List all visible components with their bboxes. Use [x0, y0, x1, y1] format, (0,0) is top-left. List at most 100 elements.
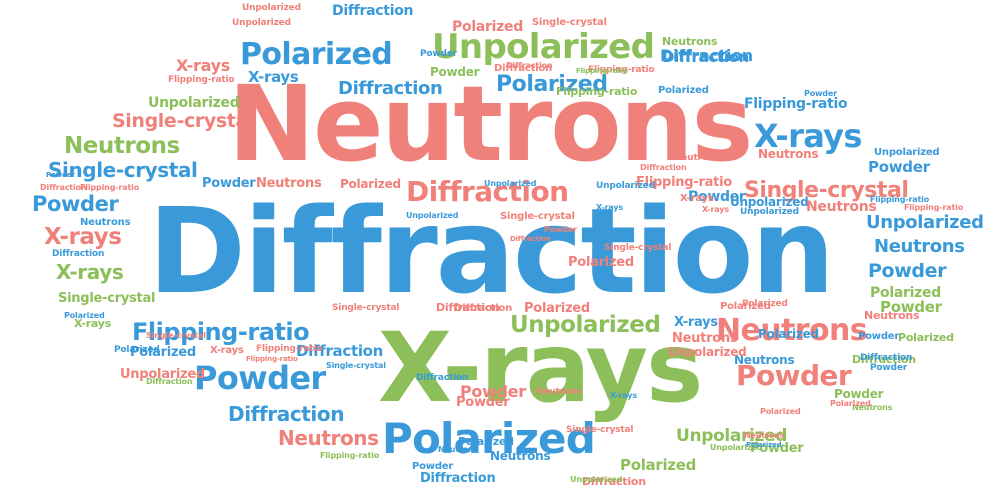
cloud-word: Single-crystal [604, 243, 672, 253]
cloud-word: Unpolarized [730, 195, 809, 209]
cloud-word: Flipping-ratio [588, 65, 655, 75]
cloud-word: X-rays [248, 68, 299, 86]
cloud-word: Polarized [340, 177, 401, 191]
cloud-word: Powder [430, 65, 480, 79]
cloud-word: Diffraction [852, 353, 916, 366]
cloud-word: Powder [420, 49, 457, 59]
cloud-word: Flipping-ratio [556, 85, 638, 98]
cloud-word: Flipping-ratio [246, 355, 298, 363]
cloud-word: Flipping-ratio [904, 203, 964, 212]
cloud-word: Single-crystal [58, 291, 156, 306]
cloud-word: Powder [736, 359, 852, 392]
cloud-word: Powder [32, 192, 119, 216]
cloud-word: Diffraction [420, 471, 496, 486]
cloud-word: Single-crystal [326, 361, 386, 370]
cloud-word: Powder [804, 89, 837, 98]
cloud-word: Single-crystal [112, 110, 255, 132]
cloud-word: Flipping-ratio [256, 344, 323, 354]
cloud-word: Unpolarized [710, 443, 763, 452]
cloud-word: X-rays [210, 345, 244, 356]
cloud-word: Single-crystal [332, 303, 400, 313]
cloud-word: Neutrons [256, 176, 322, 191]
cloud-word: Neutrons [674, 153, 720, 163]
cloud-word: Unpolarized [406, 211, 459, 220]
cloud-word: Diffraction [660, 46, 753, 65]
cloud-word: Diffraction [40, 183, 87, 192]
cloud-word: Neutrons [278, 426, 379, 450]
cloud-word: Flipping-ratio [168, 75, 235, 85]
cloud-word: Neutrons [536, 387, 582, 397]
cloud-word: Polarized [742, 299, 788, 309]
cloud-word: Neutrons [80, 217, 131, 228]
cloud-word: Diffraction [640, 163, 687, 172]
cloud-word: Diffraction [406, 175, 569, 208]
cloud-word: Polarized [64, 311, 105, 320]
cloud-word: Unpolarized [874, 147, 940, 158]
cloud-word: Neutrons [744, 431, 785, 440]
cloud-word: Powder [412, 461, 454, 472]
cloud-word: Neutrons [758, 147, 819, 161]
cloud-word: Polarized [452, 19, 523, 35]
cloud-word: Powder [870, 363, 907, 373]
cloud-word: Unpolarized [740, 207, 799, 217]
cloud-word: Polarized [130, 345, 196, 360]
cloud-word: Neutrons [874, 236, 965, 257]
cloud-word: Polarized [830, 399, 871, 408]
cloud-word: Polarized [870, 285, 941, 301]
cloud-word: Polarized [620, 456, 697, 474]
cloud-word: Unpolarized [668, 345, 747, 359]
cloud-word: Diffraction [582, 475, 646, 488]
cloud-word: Neutrons [672, 331, 738, 346]
cloud-word: X-rays [680, 193, 714, 204]
cloud-word: Polarized [658, 85, 709, 96]
cloud-word: Powder [834, 387, 884, 401]
cloud-word: X-rays [44, 224, 122, 250]
cloud-word: Single-crystal [146, 331, 206, 340]
cloud-word: Polarized [720, 301, 771, 312]
cloud-word: Diffraction [454, 303, 513, 314]
cloud-word: Unpolarized [232, 18, 291, 28]
cloud-word: Polarized [898, 331, 954, 344]
cloud-word: Neutrons [64, 133, 180, 159]
cloud-word: Single-crystal [48, 158, 198, 182]
cloud-word: Powder [460, 382, 526, 401]
cloud-word: Diffraction [416, 373, 469, 383]
cloud-word: Diffraction [510, 235, 551, 243]
cloud-word: Powder [868, 158, 930, 176]
cloud-word: Diffraction [296, 342, 384, 360]
cloud-word: Polarized [114, 345, 160, 355]
cloud-word: Polarized [458, 435, 514, 448]
cloud-word: Flipping-ratio [80, 183, 140, 192]
cloud-word: Diffraction [338, 78, 443, 99]
cloud-word: Diffraction [148, 182, 835, 320]
cloud-word: Powder [750, 441, 804, 456]
cloud-word: Flipping-ratio [744, 96, 848, 112]
cloud-word: Polarized [382, 414, 596, 463]
cloud-word: Polarized [760, 407, 801, 416]
cloud-word: Neutrons [864, 309, 920, 322]
cloud-word: Polarized [568, 255, 634, 270]
cloud-word: Powder [202, 176, 256, 191]
cloud-word: Single-crystal [566, 425, 634, 435]
cloud-word: Powder [858, 331, 900, 342]
cloud-word: Diffraction [146, 377, 193, 386]
cloud-word: Neutrons [438, 445, 479, 454]
cloud-word: Single-crystal [532, 17, 607, 28]
cloud-word: Neutrons [806, 199, 877, 215]
cloud-word: Diffraction [436, 301, 500, 314]
cloud-word: Flipping-ratio [132, 318, 310, 346]
cloud-word: Powder [868, 260, 947, 282]
cloud-word: Flipping-ratio [576, 67, 628, 75]
cloud-word: X-rays [610, 391, 637, 400]
cloud-word: Polarized [746, 441, 782, 449]
cloud-word: Unpolarized [596, 181, 655, 191]
cloud-word: X-rays [674, 315, 718, 330]
cloud-word: Polarized [524, 301, 590, 316]
cloud-word: X-rays [378, 312, 703, 424]
cloud-word: Diffraction [52, 249, 105, 259]
cloud-word: Unpolarized [570, 475, 623, 484]
cloud-word: Unpolarized [242, 3, 301, 13]
cloud-word: Single-crystal [744, 178, 909, 203]
cloud-word: Unpolarized [148, 95, 240, 111]
